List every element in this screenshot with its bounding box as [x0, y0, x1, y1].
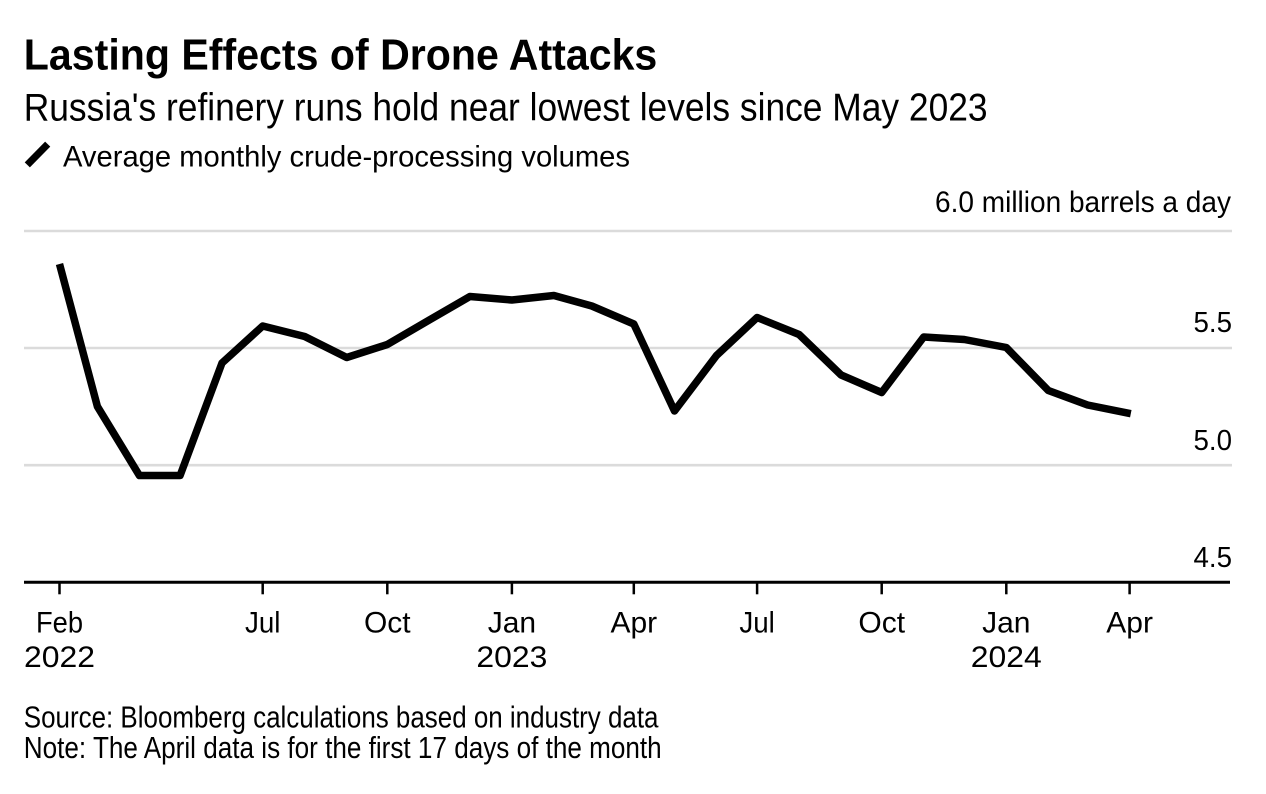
svg-text:2023: 2023	[476, 641, 547, 674]
svg-text:Average monthly crude-processi: Average monthly crude-processing volumes	[63, 141, 630, 174]
svg-text:5.5: 5.5	[1194, 307, 1233, 339]
svg-text:5.0: 5.0	[1194, 425, 1233, 457]
svg-text:Jul: Jul	[739, 607, 775, 640]
svg-text:Source: Bloomberg calculations: Source: Bloomberg calculations based on …	[24, 699, 659, 734]
svg-text:4.5: 4.5	[1194, 542, 1233, 574]
svg-text:Jan: Jan	[488, 607, 536, 640]
svg-text:2024: 2024	[971, 641, 1042, 674]
svg-text:Russia's refinery runs hold ne: Russia's refinery runs hold near lowest …	[24, 86, 988, 129]
svg-text:2022: 2022	[24, 641, 95, 674]
svg-text:6.0 million barrels a day: 6.0 million barrels a day	[935, 186, 1231, 219]
svg-text:Jan: Jan	[982, 607, 1030, 640]
svg-text:Oct: Oct	[364, 607, 411, 640]
svg-text:Note: The April data is for th: Note: The April data is for the first 17…	[24, 730, 662, 765]
svg-text:Apr: Apr	[610, 607, 657, 640]
svg-text:Apr: Apr	[1106, 607, 1153, 640]
svg-text:Feb: Feb	[36, 607, 83, 640]
svg-text:Lasting Effects of Drone Attac: Lasting Effects of Drone Attacks	[24, 30, 658, 79]
svg-text:Oct: Oct	[858, 607, 905, 640]
svg-text:Jul: Jul	[245, 607, 281, 640]
